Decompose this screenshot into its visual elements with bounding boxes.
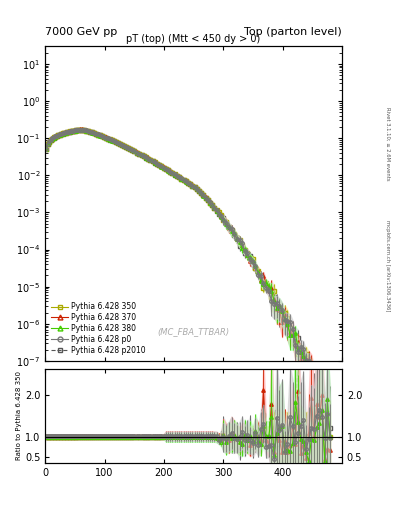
Legend: Pythia 6.428 350, Pythia 6.428 370, Pythia 6.428 380, Pythia 6.428 p0, Pythia 6.: Pythia 6.428 350, Pythia 6.428 370, Pyth… xyxy=(49,300,148,357)
Text: 7000 GeV pp: 7000 GeV pp xyxy=(45,27,118,37)
Text: Rivet 3.1.10; ≥ 2.6M events: Rivet 3.1.10; ≥ 2.6M events xyxy=(385,106,390,180)
Title: pT (top) (Mtt < 450 dy > 0): pT (top) (Mtt < 450 dy > 0) xyxy=(127,34,261,44)
Text: mcplots.cern.ch [arXiv:1306.3436]: mcplots.cern.ch [arXiv:1306.3436] xyxy=(385,221,390,312)
Text: (MC_FBA_TTBAR): (MC_FBA_TTBAR) xyxy=(158,327,230,336)
Text: Top (parton level): Top (parton level) xyxy=(244,27,342,37)
Y-axis label: Ratio to Pythia 6.428 350: Ratio to Pythia 6.428 350 xyxy=(16,372,22,460)
